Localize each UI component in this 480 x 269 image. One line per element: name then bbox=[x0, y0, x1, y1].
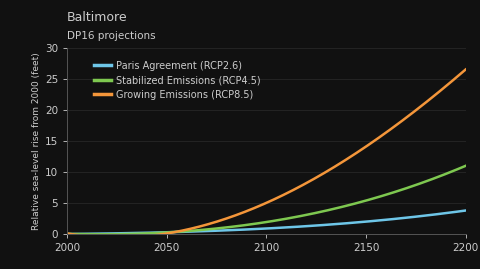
Text: Baltimore: Baltimore bbox=[67, 11, 128, 24]
Legend: Paris Agreement (RCP2.6), Stabilized Emissions (RCP4.5), Growing Emissions (RCP8: Paris Agreement (RCP2.6), Stabilized Emi… bbox=[92, 59, 263, 101]
Text: DP16 projections: DP16 projections bbox=[67, 31, 156, 41]
Y-axis label: Relative sea-level rise from 2000 (feet): Relative sea-level rise from 2000 (feet) bbox=[32, 52, 41, 230]
